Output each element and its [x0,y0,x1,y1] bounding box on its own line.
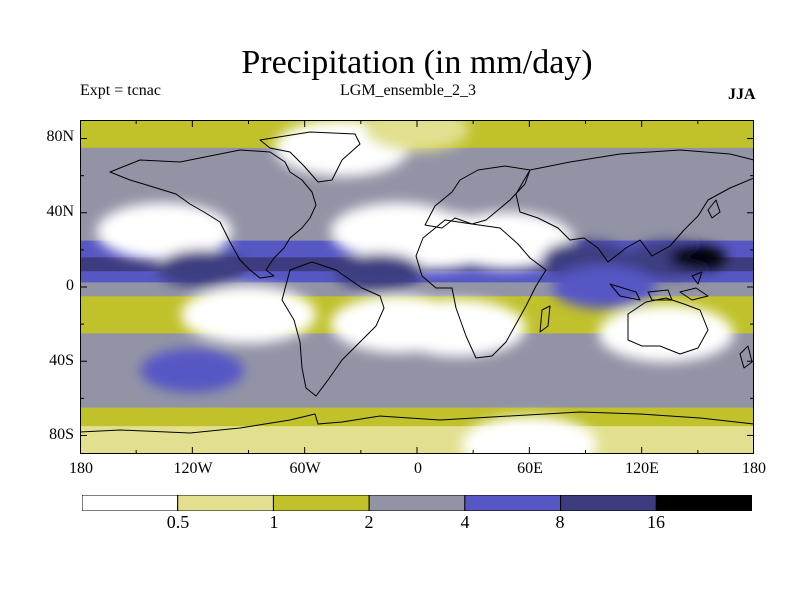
precip-band [80,166,754,186]
precip-region [96,202,232,260]
precip-region [157,249,246,288]
colorbar-level: 0.5 [166,512,190,532]
coast-africa [415,219,547,359]
ytick-label: 80S [49,426,74,443]
colorbar-level: 4 [460,512,470,532]
precip-band [80,426,754,446]
ytick-label: 40S [49,352,74,369]
colorbar-swatch [177,495,274,511]
xtick-label: 120W [173,460,213,477]
colorbar-level: 16 [647,512,665,532]
precip-region [461,416,597,454]
precip-band [80,370,754,390]
colorbar-swatch [560,495,657,511]
coast-japan [707,199,721,219]
coast-antarctica [80,411,754,434]
xtick-label: 0 [414,460,422,477]
ensemble-label: LGM_ensemble_2_3 [340,82,476,99]
colorbar-level: 1 [269,512,279,532]
xtick-label: 60E [517,460,543,477]
xtick-label: 60W [289,460,321,477]
coast-europe [424,165,531,229]
colorbar-swatch [464,495,562,511]
precip-region [330,202,466,260]
precip-band [80,184,754,204]
experiment-label: Expt = tcnac [80,82,161,99]
coastlines [80,131,754,434]
precip-region [335,253,424,291]
coast-madagascar [539,305,551,333]
ytick-label: 0 [66,277,74,294]
coast-australia [627,297,709,355]
season-label: JJA [728,86,756,103]
ytick-label: 80N [46,128,74,145]
axis-ticks [80,120,754,454]
colorbar-swatch [368,495,466,511]
ytick-label: 40N [46,203,74,220]
precip-region [552,265,657,309]
coast-north-america [109,149,317,279]
colorbar-level: 8 [555,512,565,532]
precip-region [140,348,245,393]
precip-region [439,212,575,270]
precip-region [390,299,526,357]
precip-band [80,407,754,427]
precip-regions [96,120,734,454]
colorbar-swatch [82,495,179,511]
xtick-label: 180 [69,460,93,477]
precip-region [598,304,734,362]
colorbar-swatch [655,495,752,511]
xtick-label: 120E [625,460,659,477]
coast-asia [515,149,754,263]
xtick-label: 180 [742,460,766,477]
coast-south-america [281,261,385,397]
colorbar-swatch [272,495,370,511]
precip-region [365,120,469,152]
coast-new-zealand [739,345,753,369]
coast-greenland [259,131,361,183]
precip-band [80,389,754,409]
precipitation-map [80,120,754,454]
precip-region [669,245,727,270]
precip-band [80,147,754,167]
map-title: Precipitation (in mm/day) [241,44,593,81]
precip-region [180,286,317,344]
precip-band [80,351,754,371]
colorbar-level: 2 [364,512,374,532]
colorbar [82,495,752,511]
